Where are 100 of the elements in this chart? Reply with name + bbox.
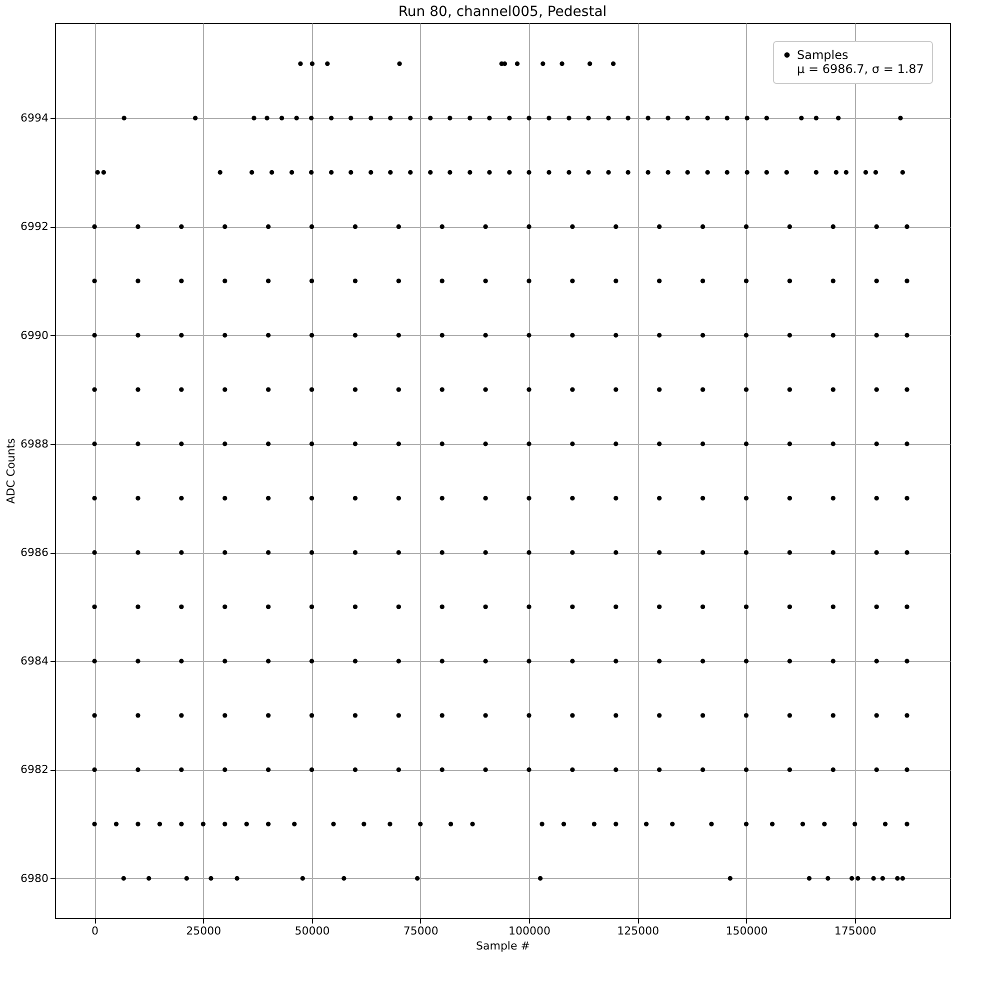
point <box>724 170 730 175</box>
point <box>507 170 512 175</box>
point <box>95 170 100 175</box>
point <box>352 550 358 555</box>
x-tick-label: 175000 <box>834 924 876 938</box>
point <box>92 278 97 284</box>
point <box>705 170 710 175</box>
point <box>744 822 749 826</box>
point <box>744 170 750 175</box>
point <box>136 442 140 446</box>
point <box>179 387 184 392</box>
x-tick-label: 75000 <box>403 924 438 938</box>
point <box>352 496 358 501</box>
point <box>122 116 126 120</box>
point <box>724 116 730 120</box>
point <box>179 822 184 826</box>
point <box>570 767 575 772</box>
point <box>136 550 140 555</box>
point <box>184 876 189 881</box>
point <box>666 116 670 120</box>
point <box>309 442 314 446</box>
point <box>644 822 649 826</box>
point <box>744 387 749 392</box>
point <box>179 767 184 772</box>
point <box>614 332 618 338</box>
point <box>566 170 572 175</box>
y-tick-label: 6992 <box>20 220 48 234</box>
point <box>700 496 706 501</box>
point <box>806 876 812 881</box>
point <box>483 767 488 772</box>
point <box>526 442 532 446</box>
point <box>136 767 140 772</box>
point <box>348 170 354 175</box>
point <box>874 387 879 392</box>
point <box>526 278 532 284</box>
point <box>388 116 393 120</box>
point <box>830 387 836 392</box>
point <box>606 116 611 120</box>
point <box>408 170 413 175</box>
point <box>92 658 97 664</box>
point <box>874 332 879 338</box>
point <box>814 116 819 120</box>
point <box>546 170 552 175</box>
point <box>388 170 393 175</box>
point <box>538 876 543 881</box>
point <box>468 116 472 120</box>
point <box>266 713 271 718</box>
point <box>646 116 650 120</box>
x-tick-label: 125000 <box>617 924 660 938</box>
y-tick-label: 6982 <box>20 763 48 776</box>
point <box>700 604 706 610</box>
point <box>700 767 706 772</box>
point <box>483 442 488 446</box>
point <box>266 278 271 284</box>
point <box>396 604 402 610</box>
point <box>700 658 706 664</box>
point <box>309 496 314 501</box>
point <box>352 713 358 718</box>
point <box>540 61 546 66</box>
point <box>526 550 532 555</box>
point <box>483 604 488 610</box>
point <box>570 550 575 555</box>
point <box>830 767 836 772</box>
point <box>440 496 444 501</box>
point <box>606 170 611 175</box>
point <box>470 822 475 826</box>
point <box>874 496 879 501</box>
x-tick-label: 50000 <box>294 924 330 938</box>
point <box>614 767 618 772</box>
point <box>222 442 228 446</box>
point <box>252 116 256 120</box>
point <box>328 170 334 175</box>
point <box>396 278 402 284</box>
point <box>586 170 591 175</box>
point <box>269 170 274 175</box>
point <box>610 61 616 66</box>
point <box>570 658 575 664</box>
point <box>440 387 444 392</box>
point <box>656 387 662 392</box>
point <box>264 116 270 120</box>
point <box>685 116 690 120</box>
point <box>310 61 315 66</box>
point <box>114 822 119 826</box>
point <box>92 332 97 338</box>
point <box>352 658 358 664</box>
point <box>744 713 749 718</box>
point <box>483 278 488 284</box>
point <box>179 224 184 229</box>
point <box>880 876 886 881</box>
point <box>249 170 254 175</box>
point <box>560 61 564 66</box>
point <box>136 332 140 338</box>
point <box>396 550 402 555</box>
point <box>830 332 836 338</box>
point <box>587 61 592 66</box>
point <box>483 550 488 555</box>
point <box>179 278 184 284</box>
point <box>656 278 662 284</box>
point <box>309 767 314 772</box>
point <box>526 387 532 392</box>
